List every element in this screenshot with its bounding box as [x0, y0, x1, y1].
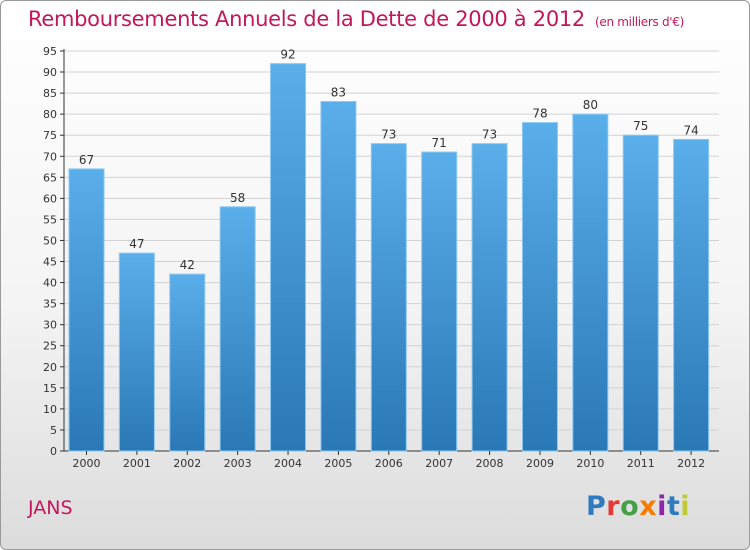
y-tick-label: 50 — [43, 234, 57, 247]
y-tick-label: 0 — [50, 445, 57, 458]
title-text: Remboursements Annuels de la Dette de 20… — [28, 7, 585, 31]
x-tick-label: 2008 — [476, 457, 504, 470]
data-label: 47 — [129, 237, 144, 251]
y-tick-label: 80 — [43, 108, 57, 121]
bar — [219, 206, 256, 452]
x-tick-label: 2001 — [123, 457, 151, 470]
data-label: 80 — [583, 98, 598, 112]
y-tick-label: 35 — [43, 298, 57, 311]
bar — [270, 63, 307, 452]
proxiti-logo: Proxiti — [586, 491, 690, 522]
y-tick-label: 70 — [43, 150, 57, 163]
y-tick-label: 10 — [43, 403, 57, 416]
bar — [370, 143, 407, 452]
data-label: 73 — [482, 128, 497, 142]
bar — [320, 101, 357, 452]
data-label: 75 — [633, 119, 648, 133]
bar — [521, 122, 558, 452]
data-label: 78 — [532, 107, 547, 121]
x-tick-label: 2011 — [627, 457, 655, 470]
data-label: 83 — [331, 86, 346, 100]
bar — [118, 252, 155, 452]
y-tick-label: 55 — [43, 213, 57, 226]
logo-letter: r — [606, 491, 621, 522]
y-tick-label: 60 — [43, 192, 57, 205]
bar — [572, 113, 609, 452]
x-tick-label: 2009 — [526, 457, 554, 470]
bar — [471, 143, 508, 452]
bar — [673, 138, 710, 452]
bar — [622, 134, 659, 452]
y-tick-label: 95 — [43, 45, 57, 58]
y-tick-label: 90 — [43, 66, 57, 79]
x-tick-label: 2005 — [324, 457, 352, 470]
logo-letter: i — [680, 491, 691, 522]
commune-name: JANS — [28, 497, 73, 519]
y-tick-label: 75 — [43, 129, 57, 142]
x-tick-label: 2002 — [173, 457, 201, 470]
logo-letter: o — [620, 491, 640, 522]
data-label: 73 — [381, 128, 396, 142]
chart-title: Remboursements Annuels de la Dette de 20… — [28, 7, 684, 31]
y-tick-label: 45 — [43, 256, 57, 269]
y-tick-label: 40 — [43, 277, 57, 290]
logo-letter: i — [657, 491, 667, 522]
data-label: 71 — [432, 136, 447, 150]
data-label: 67 — [79, 153, 94, 167]
logo-letter: t — [666, 491, 681, 522]
x-tick-label: 2006 — [375, 457, 403, 470]
bar — [68, 168, 105, 452]
x-tick-label: 2003 — [224, 457, 252, 470]
data-label: 92 — [280, 48, 295, 62]
data-label: 74 — [683, 123, 698, 137]
y-tick-label: 20 — [43, 361, 57, 374]
logo-letter: x — [639, 491, 658, 522]
x-tick-label: 2004 — [274, 457, 302, 470]
y-tick-label: 65 — [43, 171, 57, 184]
bar — [421, 151, 458, 452]
x-tick-label: 2007 — [425, 457, 453, 470]
y-tick-label: 85 — [43, 87, 57, 100]
unit-label: (en milliers d'€) — [595, 15, 685, 29]
y-tick-label: 30 — [43, 319, 57, 332]
y-tick-label: 5 — [50, 424, 57, 437]
bar — [169, 273, 206, 452]
y-tick-label: 25 — [43, 340, 57, 353]
data-label: 42 — [180, 258, 195, 272]
x-tick-label: 2012 — [677, 457, 705, 470]
logo-letter: P — [586, 491, 607, 522]
y-tick-label: 15 — [43, 382, 57, 395]
x-tick-label: 2010 — [576, 457, 604, 470]
x-tick-label: 2000 — [73, 457, 101, 470]
data-label: 58 — [230, 191, 245, 205]
